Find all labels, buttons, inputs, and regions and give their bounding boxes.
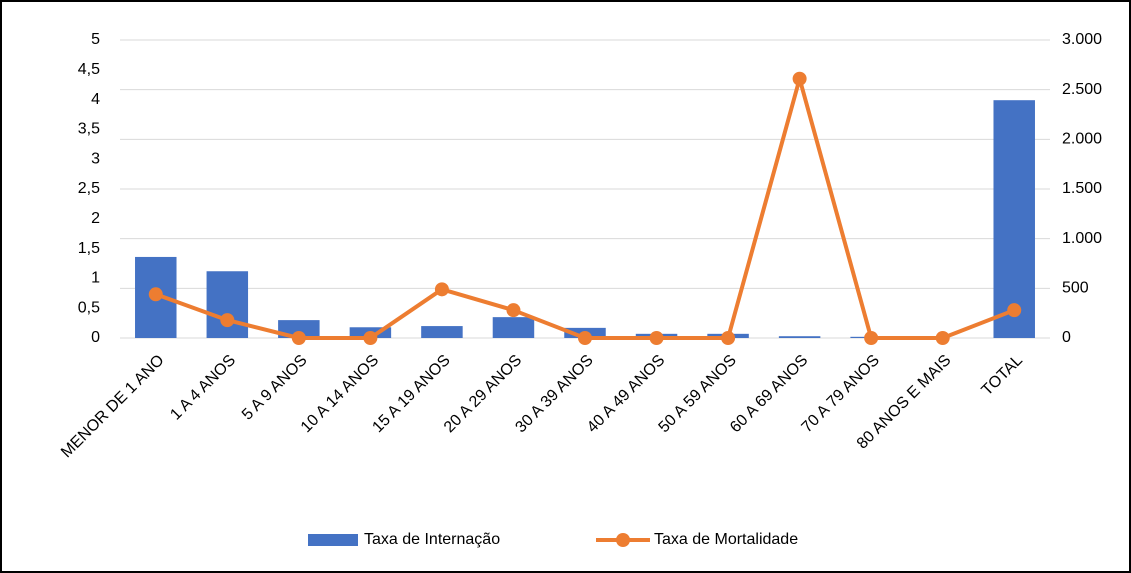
y2-tick-label: 500 [1062, 280, 1089, 297]
line-marker [578, 331, 592, 345]
line-marker [148, 287, 163, 302]
y2-tick-label: 0 [1062, 329, 1071, 346]
line-marker [721, 331, 736, 345]
line-marker [864, 331, 879, 345]
y-tick-label: 2,5 [78, 180, 100, 197]
y2-tick-label: 3.000 [1062, 31, 1102, 48]
y-tick-label: 5 [91, 31, 100, 48]
y-tick-label: 4,5 [78, 61, 100, 78]
y-tick-label: 0 [91, 329, 100, 346]
y2-tick-label: 2.500 [1062, 81, 1102, 98]
y-tick-label: 3,5 [78, 121, 100, 138]
y-tick-label: 1,5 [78, 240, 100, 257]
y-tick-label: 2 [91, 210, 100, 227]
y2-tick-label: 1.500 [1062, 180, 1102, 197]
legend-swatch [616, 533, 630, 547]
y-tick-label: 4 [91, 91, 100, 108]
bar [993, 100, 1035, 338]
line-marker [1007, 303, 1022, 318]
bar [421, 326, 463, 338]
bar [206, 271, 249, 338]
legend-swatch [308, 534, 358, 546]
legend-label: Taxa de Mortalidade [654, 531, 798, 548]
line-marker [363, 331, 378, 345]
line-marker [434, 282, 449, 297]
line-marker [649, 331, 664, 345]
bar [492, 317, 535, 338]
line-marker [291, 331, 306, 345]
line-marker [506, 303, 521, 318]
y-tick-label: 0,5 [78, 299, 100, 316]
bar [778, 336, 821, 338]
line-marker [792, 71, 807, 86]
y2-tick-label: 1.000 [1062, 230, 1102, 247]
line-marker [935, 331, 950, 345]
line-marker [220, 313, 235, 328]
y2-tick-label: 2.000 [1062, 131, 1102, 148]
y-tick-label: 3 [91, 150, 100, 167]
y-tick-label: 1 [91, 270, 100, 287]
legend-label: Taxa de Internação [364, 531, 500, 548]
